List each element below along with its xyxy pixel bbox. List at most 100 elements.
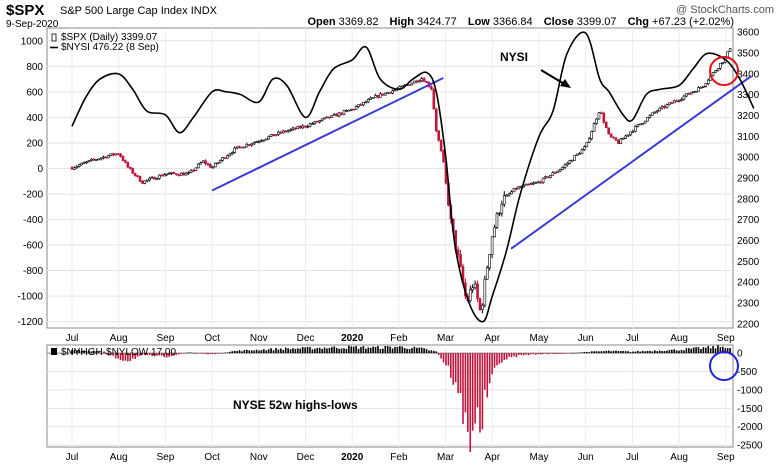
month-label: Aug [110,452,128,463]
spx-candle-body [587,138,591,143]
left-tick-label: -1000 [17,292,43,303]
hilo-bar [226,352,229,354]
hilo-bar [671,349,673,354]
spx-candle-body [374,94,377,98]
hilo-bar [498,353,501,364]
spx-candle-body [408,84,411,86]
spx-candle-body [145,179,149,182]
hilo-bar [496,353,498,366]
chg-label: Chg [627,16,649,28]
spx-candle-body [524,183,528,186]
spx-candle-body [269,134,273,137]
hilo-bar [537,353,540,355]
hilo-bar [350,346,353,354]
hilo-bar [673,349,676,354]
spx-candle-body [187,172,190,174]
spx-candle-body [352,108,355,111]
spx-candle-body [148,177,152,181]
spx-candle-body [430,86,433,90]
hilo-bar [552,353,554,354]
hilo-bar [163,353,166,358]
spx-candle-body [264,138,268,141]
hilo-bar [124,353,127,361]
hilo-bar [547,353,549,355]
month-label: Jul [66,333,79,344]
hilo-bar [624,351,627,354]
hilo-bar [190,352,192,354]
hilo-bar [207,353,209,355]
high-label: High [389,16,414,28]
spx-candle-body [675,100,678,103]
month-label: Nov [250,333,268,344]
lower-panel-frame [46,344,734,448]
spx-candle-body [337,112,341,117]
spx-candle-body [126,161,130,168]
hilo-bar [107,353,110,356]
spx-candle-body [488,254,491,269]
hilo-bar [93,350,95,354]
spx-candle-body [529,183,533,185]
left-tick-label: 0 [37,164,43,175]
spx-candle-body [532,182,535,185]
lower-tick-label: 0 [737,349,743,360]
spx-candle-body [551,172,555,176]
month-label: Jul [626,452,639,463]
hilo-bar [437,353,440,355]
hilo-bar [527,353,530,356]
hilo-bar [134,353,136,360]
hilo-bar [515,353,518,358]
hilo-bar [729,348,731,354]
hilo-bar [178,353,180,355]
hilo-bar [488,353,491,384]
low-label: Low [467,16,490,28]
open-label: Open [307,16,336,28]
spx-candle-body [471,287,474,291]
spx-candle-body [597,112,601,120]
spx-candle-body [612,136,615,139]
spx-candle-body [498,212,501,215]
main-month-labels: Jul Aug Sep Oct Nov Dec 2020 Feb Mar Apr May Jun Jul… [66,333,736,344]
spx-candle-body [80,162,84,166]
nysi-arrow-shaft [540,69,567,86]
spx-candle-body [223,157,227,159]
hilo-bar [433,350,435,354]
spx-candle-body [706,79,710,84]
spx-candle-body [279,131,283,134]
hilo-bar [712,346,714,354]
spx-candle-body [672,100,676,104]
lower-tick-label: -1500 [737,404,763,415]
hilo-bar [697,347,700,354]
hilo-bar [340,348,343,354]
right-tick-label: 2500 [737,257,760,268]
hilo-bar [144,353,146,355]
hilo-bar [637,350,639,354]
hilo-bar [683,350,685,354]
hilo-bar [139,353,141,356]
spx-candle-body [349,108,353,111]
hilo-bar [654,350,656,354]
hilo-bar [180,353,183,354]
hilo-bar [117,353,119,359]
hilo-bar [156,353,158,356]
spx-candle-body [442,150,445,163]
spx-candle-body [70,167,74,170]
hilo-bar [379,348,382,354]
nysi-line [71,31,755,323]
spx-candle-body [230,152,234,155]
right-tick-label: 2700 [737,215,760,226]
spx-candle-body [386,92,389,94]
spx-candle-body [422,78,426,83]
spx-candle-body [128,166,132,169]
hilo-bar [231,351,234,354]
spx-candle-body [563,164,567,168]
lower-tick-label: -500 [737,367,757,378]
hilo-bar [394,346,396,354]
hilo-bar [195,353,197,354]
spx-candle-body [286,130,290,133]
spx-candle-body [247,144,251,146]
hilo-bar [714,348,717,354]
hilo-bar [520,353,523,355]
spx-candle-body [340,112,343,115]
hilo-bar [250,350,253,354]
